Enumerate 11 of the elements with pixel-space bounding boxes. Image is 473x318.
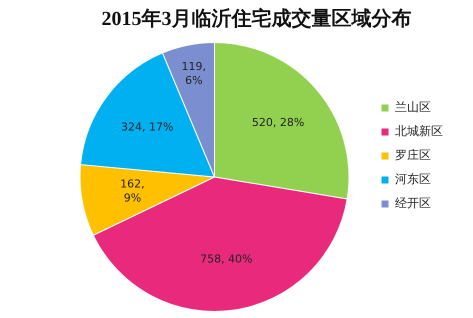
- legend-label: 经开区: [395, 196, 431, 210]
- data-label: 162, 9%: [120, 178, 145, 205]
- data-label: 758, 40%: [200, 252, 253, 266]
- legend-label: 兰山区: [395, 100, 431, 114]
- data-label: 520, 28%: [252, 116, 304, 129]
- data-label: 119, 6%: [182, 60, 206, 88]
- legend-label: 河东区: [395, 172, 431, 186]
- chart-title: 2015年3月临沂住宅成交量区域分布: [102, 7, 412, 30]
- data-label: 324, 17%: [121, 120, 174, 134]
- legend-label: 罗庄区: [395, 148, 431, 162]
- legend-label: 北城新区: [395, 124, 443, 138]
